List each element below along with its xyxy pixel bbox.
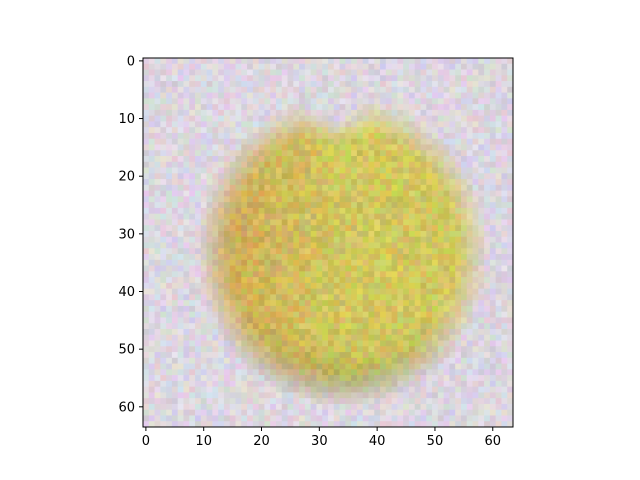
x-tick-label: 0 [142,434,150,449]
x-tick-label: 40 [369,434,386,449]
y-tick-label: 40 [118,285,135,300]
y-tick-label: 60 [118,400,135,415]
x-tick-label: 30 [311,434,328,449]
x-tick-label: 20 [253,434,270,449]
y-tick-label: 0 [127,54,135,69]
x-tick-label: 50 [427,434,444,449]
x-tick-label: 10 [195,434,212,449]
y-tick-label: 10 [118,112,135,127]
apple-image [143,58,514,428]
axes-frame [142,57,514,428]
y-axis: 0 10 20 30 40 50 60 [118,54,143,415]
x-axis: 0 10 20 30 40 50 60 [142,427,501,449]
y-tick-label: 20 [118,170,135,185]
x-tick-label: 60 [484,434,501,449]
y-tick-label: 50 [118,343,135,358]
y-tick-label: 30 [118,227,135,242]
